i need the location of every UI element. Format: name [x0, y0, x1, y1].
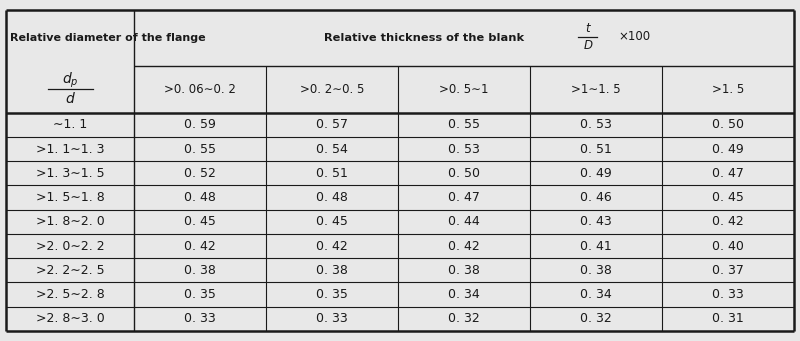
Text: >1. 3∼1. 5: >1. 3∼1. 5 [36, 167, 105, 180]
Text: >1. 5: >1. 5 [711, 83, 744, 96]
Text: 0. 31: 0. 31 [712, 312, 743, 325]
Text: 0. 51: 0. 51 [316, 167, 348, 180]
Text: >2. 8∼3. 0: >2. 8∼3. 0 [36, 312, 105, 325]
Text: 0. 52: 0. 52 [184, 167, 216, 180]
Text: Relative thickness of the blank: Relative thickness of the blank [324, 33, 524, 43]
Text: 0. 50: 0. 50 [448, 167, 480, 180]
Text: ×100: ×100 [618, 30, 650, 43]
Text: D: D [583, 39, 592, 52]
Text: 0. 32: 0. 32 [580, 312, 611, 325]
Text: 0. 33: 0. 33 [184, 312, 216, 325]
Text: >2. 0∼2. 2: >2. 0∼2. 2 [36, 239, 105, 252]
Text: t: t [586, 22, 590, 35]
Text: 0. 38: 0. 38 [184, 264, 216, 277]
Text: 0. 53: 0. 53 [580, 118, 612, 131]
Text: 0. 48: 0. 48 [316, 191, 348, 204]
Text: ∼1. 1: ∼1. 1 [53, 118, 87, 131]
Text: >1. 5∼1. 8: >1. 5∼1. 8 [36, 191, 105, 204]
Text: 0. 48: 0. 48 [184, 191, 216, 204]
Text: 0. 42: 0. 42 [448, 239, 480, 252]
Text: 0. 40: 0. 40 [712, 239, 743, 252]
Text: 0. 33: 0. 33 [712, 288, 743, 301]
Text: 0. 35: 0. 35 [316, 288, 348, 301]
Text: 0. 38: 0. 38 [580, 264, 612, 277]
Text: 0. 45: 0. 45 [184, 215, 216, 228]
Text: 0. 45: 0. 45 [316, 215, 348, 228]
Text: 0. 49: 0. 49 [712, 143, 743, 155]
Text: >1. 8∼2. 0: >1. 8∼2. 0 [36, 215, 105, 228]
Text: 0. 35: 0. 35 [184, 288, 216, 301]
Text: 0. 53: 0. 53 [448, 143, 480, 155]
Text: 0. 54: 0. 54 [316, 143, 348, 155]
Text: >2. 5∼2. 8: >2. 5∼2. 8 [36, 288, 105, 301]
Text: $d_p$: $d_p$ [62, 71, 78, 90]
Text: 0. 55: 0. 55 [184, 143, 216, 155]
Text: Relative diameter of the flange: Relative diameter of the flange [10, 33, 206, 43]
Text: 0. 46: 0. 46 [580, 191, 611, 204]
Text: 0. 47: 0. 47 [712, 167, 743, 180]
Text: >0. 06∼0. 2: >0. 06∼0. 2 [164, 83, 236, 96]
Text: 0. 49: 0. 49 [580, 167, 611, 180]
Text: 0. 38: 0. 38 [448, 264, 480, 277]
Text: 0. 43: 0. 43 [580, 215, 611, 228]
Text: 0. 42: 0. 42 [316, 239, 348, 252]
Text: 0. 51: 0. 51 [580, 143, 612, 155]
Text: >1∼1. 5: >1∼1. 5 [571, 83, 621, 96]
Text: 0. 42: 0. 42 [712, 215, 743, 228]
Text: 0. 47: 0. 47 [448, 191, 480, 204]
Text: 0. 33: 0. 33 [316, 312, 348, 325]
Text: 0. 45: 0. 45 [712, 191, 743, 204]
Text: >1. 1∼1. 3: >1. 1∼1. 3 [36, 143, 105, 155]
Text: 0. 55: 0. 55 [448, 118, 480, 131]
Text: 0. 42: 0. 42 [184, 239, 216, 252]
Text: 0. 41: 0. 41 [580, 239, 611, 252]
Text: 0. 59: 0. 59 [184, 118, 216, 131]
Text: >0. 2∼0. 5: >0. 2∼0. 5 [300, 83, 364, 96]
Text: 0. 44: 0. 44 [448, 215, 480, 228]
Text: 0. 32: 0. 32 [448, 312, 480, 325]
Text: 0. 57: 0. 57 [316, 118, 348, 131]
Text: >0. 5∼1: >0. 5∼1 [439, 83, 489, 96]
Text: 0. 34: 0. 34 [580, 288, 611, 301]
Text: 0. 34: 0. 34 [448, 288, 480, 301]
Text: $d$: $d$ [65, 91, 76, 106]
Text: 0. 37: 0. 37 [712, 264, 743, 277]
Text: 0. 50: 0. 50 [712, 118, 744, 131]
Text: >2. 2∼2. 5: >2. 2∼2. 5 [36, 264, 105, 277]
Text: 0. 38: 0. 38 [316, 264, 348, 277]
